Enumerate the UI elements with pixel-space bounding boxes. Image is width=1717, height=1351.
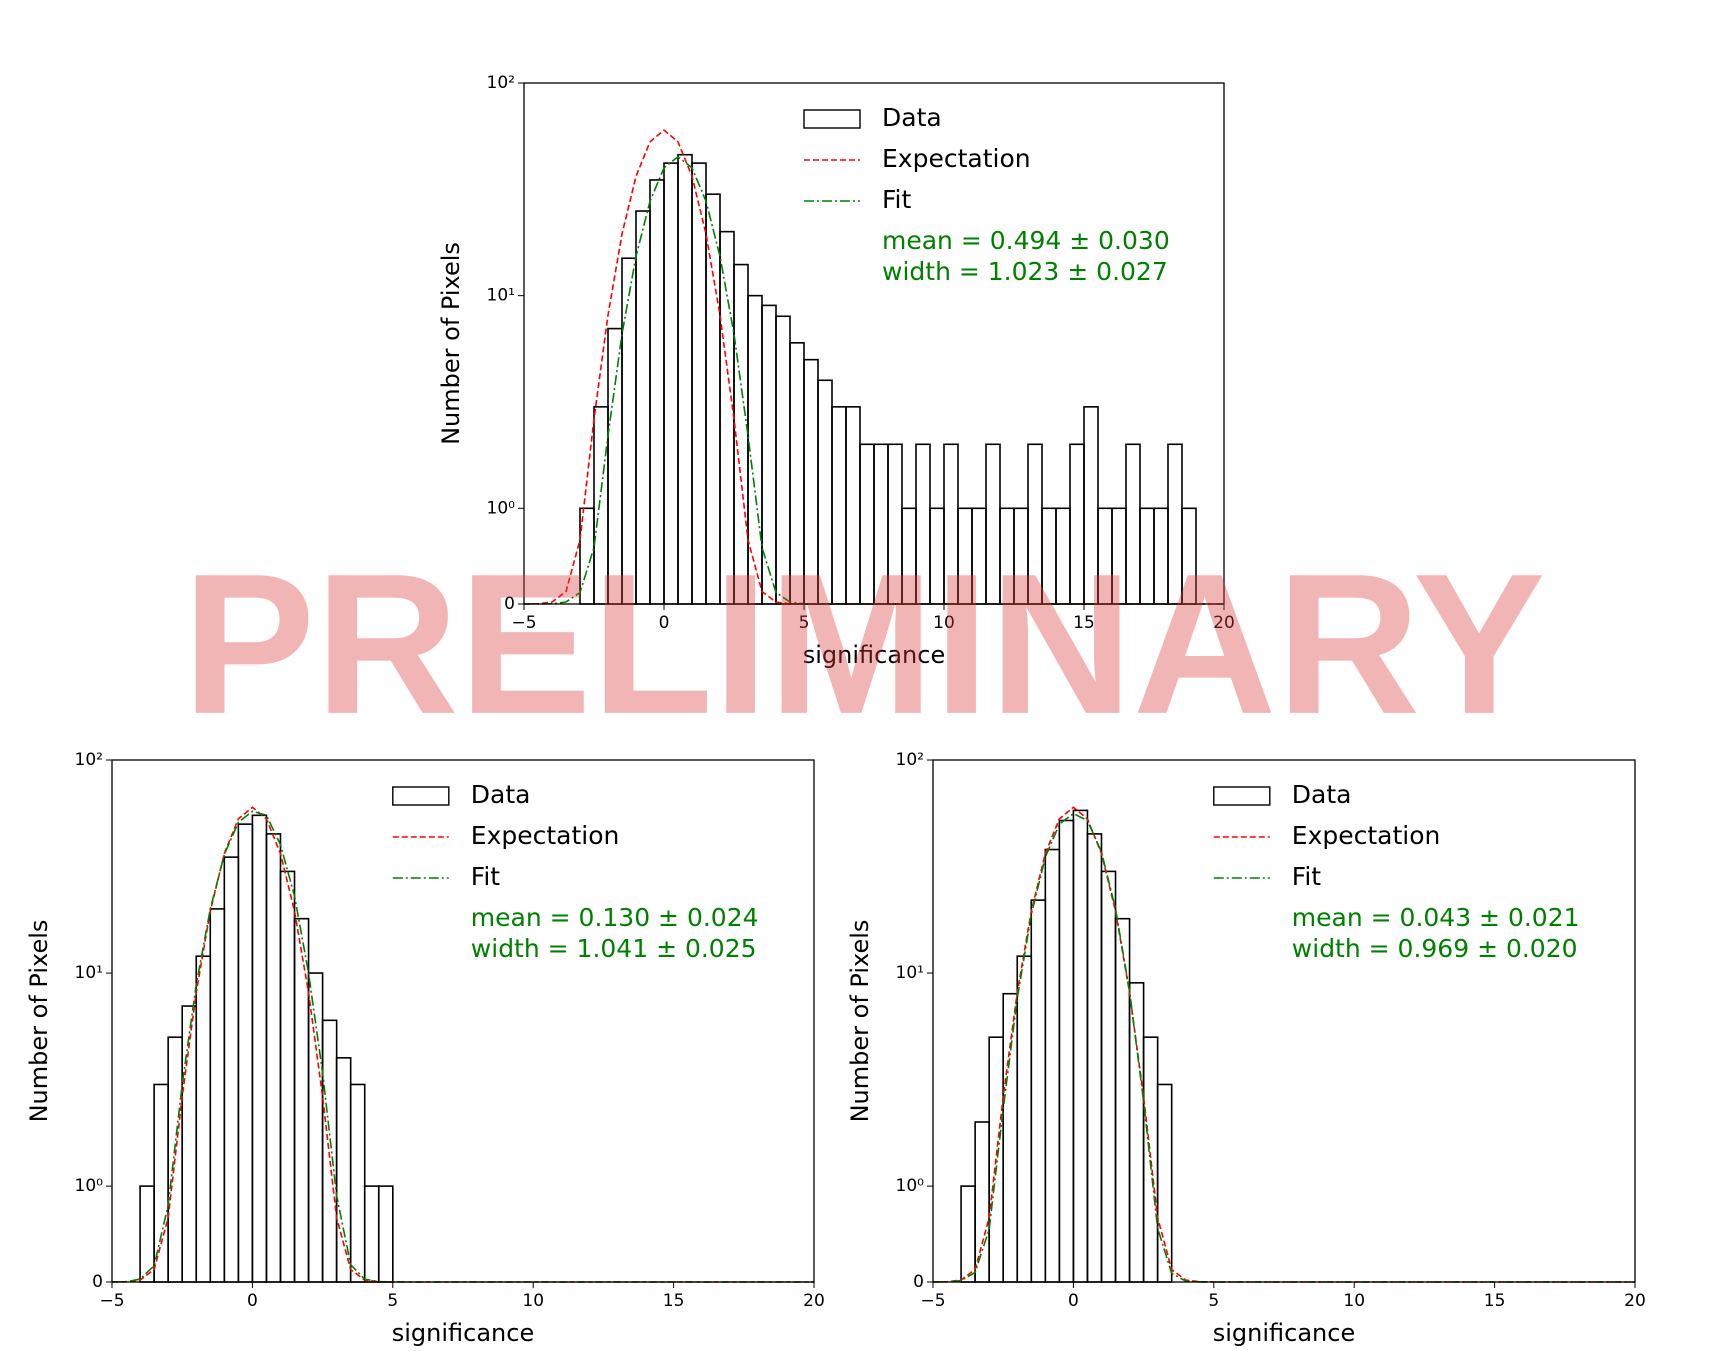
- y-tick-label: 10⁰: [896, 1176, 925, 1196]
- x-tick-label: 5: [387, 1291, 398, 1311]
- x-tick-label: 5: [1208, 1291, 1219, 1311]
- axes-frame: [523, 82, 1225, 605]
- y-tick-label: 10¹: [487, 286, 515, 306]
- legend-label: Fit: [1292, 862, 1322, 891]
- y-tick-label: 0: [92, 1272, 103, 1292]
- y-tick-label: 10⁰: [75, 1176, 104, 1196]
- legend-swatch: [803, 109, 861, 129]
- histogram-bar: [1128, 982, 1145, 1283]
- x-tick-label: 20: [803, 1291, 825, 1311]
- histogram-bar: [377, 1185, 394, 1283]
- x-tick-label: 0: [659, 613, 670, 633]
- histogram-bar: [1058, 819, 1075, 1283]
- histogram-bar: [349, 1083, 366, 1283]
- x-tick-label: 15: [663, 1291, 685, 1311]
- y-axis-label: Number of Pixels: [846, 920, 874, 1123]
- x-tick-label: 15: [1073, 613, 1095, 633]
- annotation: width = 1.041 ± 0.025: [471, 934, 757, 963]
- histogram-bar: [279, 870, 296, 1283]
- x-tick-label: 0: [247, 1291, 258, 1311]
- y-tick-label: 10¹: [896, 963, 924, 983]
- histogram-bar: [293, 917, 310, 1283]
- histogram-bar: [223, 856, 240, 1283]
- x-axis-label: significance: [803, 641, 945, 669]
- histogram-bar: [1016, 955, 1033, 1283]
- annotation: width = 1.023 ± 0.027: [882, 257, 1168, 286]
- histogram-bar: [153, 1083, 169, 1283]
- histogram-bar: [1044, 848, 1061, 1283]
- y-tick-label: 0: [504, 594, 515, 614]
- y-tick-label: 10¹: [75, 963, 103, 983]
- annotation: mean = 0.130 ± 0.024: [471, 903, 759, 932]
- histogram-bar: [1086, 833, 1103, 1283]
- legend-label: Expectation: [1292, 821, 1441, 850]
- curve: [523, 155, 1225, 605]
- y-axis-label: Number of Pixels: [25, 920, 53, 1123]
- axes-frame: [111, 759, 815, 1283]
- annotation: mean = 0.043 ± 0.021: [1292, 903, 1580, 932]
- histogram-bar: [363, 1185, 380, 1283]
- x-tick-label: 10: [522, 1291, 544, 1311]
- histogram-bar: [265, 833, 282, 1283]
- legend-label: Data: [882, 103, 942, 132]
- legend-label: Fit: [471, 862, 501, 891]
- watermark: PRELIMINARY: [183, 533, 1546, 756]
- y-tick-label: 10⁰: [487, 498, 516, 518]
- x-tick-label: 20: [1624, 1291, 1646, 1311]
- x-tick-label: −5: [99, 1291, 124, 1311]
- y-axis-label: Number of Pixels: [437, 242, 465, 445]
- x-axis-label: significance: [1213, 1319, 1355, 1347]
- histogram-bar: [195, 955, 212, 1283]
- x-tick-label: −5: [511, 613, 536, 633]
- histogram-bar: [209, 908, 226, 1283]
- histogram-bar: [960, 1185, 976, 1283]
- legend-label: Data: [471, 780, 531, 809]
- histogram-bar: [251, 814, 268, 1283]
- histogram-bar: [335, 1057, 352, 1283]
- x-tick-label: 10: [933, 613, 955, 633]
- axes-frame: [932, 759, 1636, 1283]
- x-tick-label: 20: [1213, 613, 1235, 633]
- legend-label: Expectation: [882, 144, 1031, 173]
- legend-label: Fit: [882, 185, 912, 214]
- curve: [111, 810, 814, 1283]
- histogram-bar: [321, 1019, 338, 1283]
- legend-label: Data: [1292, 780, 1352, 809]
- x-axis-label: significance: [392, 1319, 534, 1347]
- histogram-bar: [237, 823, 254, 1283]
- histogram-bar: [974, 1121, 990, 1283]
- annotation: width = 0.969 ± 0.020: [1292, 934, 1578, 963]
- curve: [932, 812, 1635, 1283]
- x-tick-label: 15: [1484, 1291, 1506, 1311]
- legend-swatch: [1213, 786, 1271, 806]
- y-tick-label: 10²: [896, 750, 924, 770]
- curve: [111, 806, 814, 1283]
- y-tick-label: 10²: [487, 73, 515, 93]
- histogram-bar: [1072, 809, 1089, 1283]
- curve: [523, 129, 1224, 605]
- y-tick-label: 10²: [75, 750, 103, 770]
- x-tick-label: 5: [799, 613, 810, 633]
- histogram-bar: [1030, 899, 1047, 1283]
- histogram-bar: [1002, 992, 1019, 1283]
- x-tick-label: −5: [920, 1291, 945, 1311]
- histogram-bar: [1114, 917, 1131, 1283]
- legend-swatch: [392, 786, 450, 806]
- annotation: mean = 0.494 ± 0.030: [882, 226, 1170, 255]
- histogram-bar: [1142, 1036, 1159, 1283]
- x-tick-label: 10: [1343, 1291, 1365, 1311]
- curve: [932, 806, 1635, 1283]
- legend-label: Expectation: [471, 821, 620, 850]
- y-tick-label: 0: [913, 1272, 924, 1292]
- x-tick-label: 0: [1068, 1291, 1079, 1311]
- histogram-bar: [1100, 870, 1117, 1283]
